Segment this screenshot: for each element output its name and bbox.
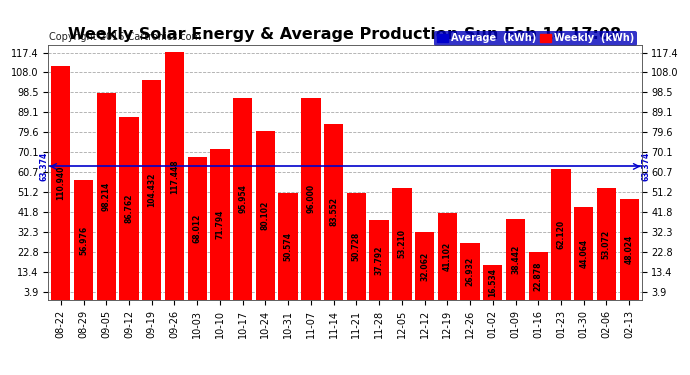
Bar [392,188,411,300]
Text: 104.432: 104.432 [147,173,156,207]
Text: 53.210: 53.210 [397,230,406,258]
Title: Weekly Solar Energy & Average Production Sun Feb 14 17:08: Weekly Solar Energy & Average Production… [68,27,622,42]
Bar [551,169,571,300]
Text: 117.448: 117.448 [170,159,179,194]
Text: 38.442: 38.442 [511,245,520,274]
Text: 68.012: 68.012 [193,214,201,243]
Bar [574,207,593,300]
Text: 22.878: 22.878 [534,261,543,291]
Text: 63.374: 63.374 [40,152,49,181]
Bar [97,93,116,300]
Text: 98.214: 98.214 [102,182,111,211]
Bar [346,193,366,300]
Text: 26.932: 26.932 [466,257,475,286]
Bar [119,117,139,300]
Text: 50.574: 50.574 [284,232,293,261]
Bar [210,149,230,300]
Text: 41.102: 41.102 [443,242,452,271]
Bar [302,98,321,300]
Text: 16.534: 16.534 [489,268,497,297]
Bar [256,131,275,300]
Text: 86.762: 86.762 [124,194,133,223]
Bar [597,188,616,300]
Text: 56.976: 56.976 [79,225,88,255]
Bar [529,252,548,300]
Bar [51,66,70,300]
Bar [74,180,93,300]
Bar [506,219,525,300]
Bar [483,265,502,300]
Text: Copyright 2016 Cartronics.com: Copyright 2016 Cartronics.com [50,33,201,42]
Bar [369,220,388,300]
Text: 37.792: 37.792 [375,246,384,275]
Text: 96.000: 96.000 [306,184,315,213]
Bar [188,157,207,300]
Text: 71.794: 71.794 [215,210,224,239]
Bar [437,213,457,300]
Text: 53.072: 53.072 [602,230,611,259]
Bar [324,124,344,300]
Text: 50.728: 50.728 [352,232,361,261]
Bar [165,53,184,300]
Bar [142,80,161,300]
Bar [279,194,298,300]
Text: 48.024: 48.024 [624,235,633,264]
Bar [415,232,434,300]
Text: 44.064: 44.064 [579,239,588,268]
Text: 32.062: 32.062 [420,252,429,281]
Text: 95.954: 95.954 [238,184,247,213]
Legend: Average  (kWh), Weekly  (kWh): Average (kWh), Weekly (kWh) [435,31,637,46]
Text: 110.940: 110.940 [57,166,66,200]
Bar [233,98,253,300]
Bar [620,199,639,300]
Text: 83.552: 83.552 [329,198,338,226]
Text: 62.120: 62.120 [557,220,566,249]
Bar [460,243,480,300]
Text: 80.102: 80.102 [261,201,270,230]
Text: 63.374: 63.374 [641,152,650,181]
